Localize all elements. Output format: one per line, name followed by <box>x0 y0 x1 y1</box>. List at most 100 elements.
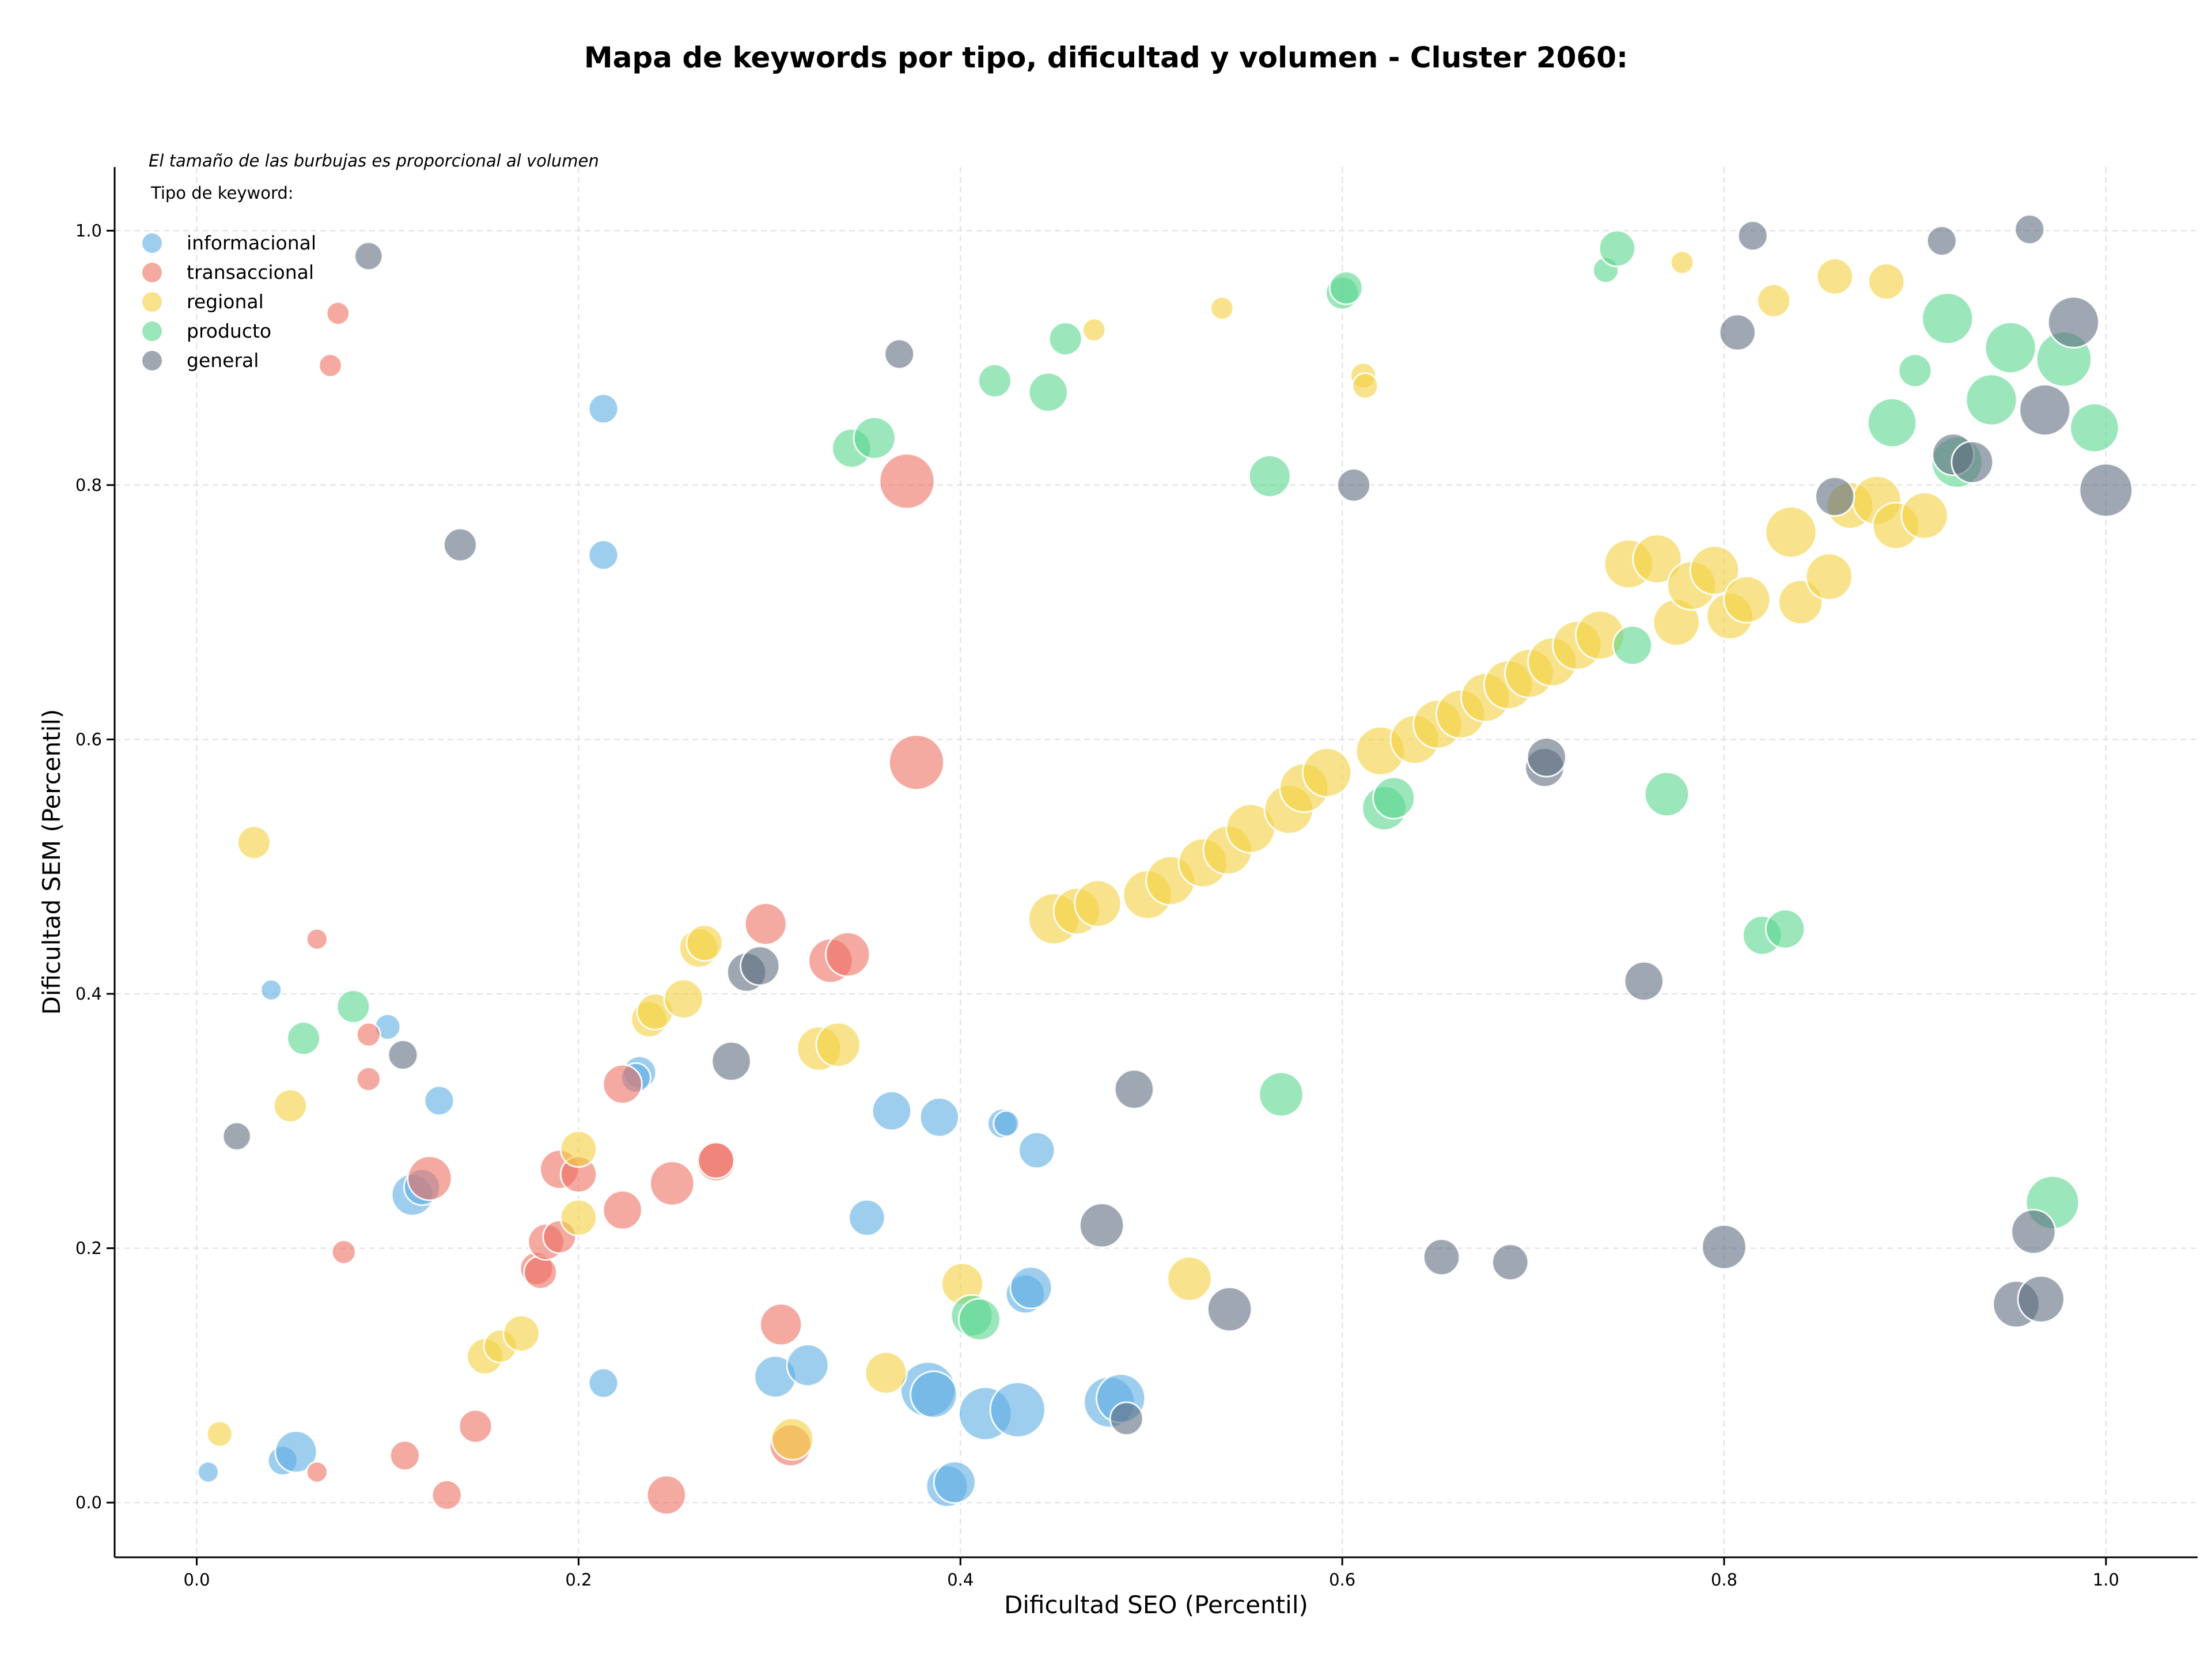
bubble-regional <box>1082 317 1107 342</box>
bubble-producto <box>1921 292 1974 345</box>
bubble-transaccional <box>407 1155 453 1201</box>
bubble-general <box>2047 296 2100 349</box>
bubble-regional <box>1868 263 1906 301</box>
bubble-regional <box>1816 258 1854 296</box>
y-tick-label: 0.4 <box>75 984 102 1004</box>
bubble-general <box>1950 440 1994 484</box>
bubble-transaccional <box>759 1303 803 1346</box>
y-tick-label: 0.0 <box>75 1493 102 1512</box>
bubble-transaccional <box>825 931 871 978</box>
y-tick-label: 0.2 <box>75 1239 102 1258</box>
bubble-regional <box>1074 879 1122 928</box>
bubble-producto <box>1048 321 1083 356</box>
bubble-informacional <box>786 1344 830 1387</box>
bubble-general <box>1718 313 1756 351</box>
bubble-regional <box>272 1088 308 1123</box>
bubble-transaccional <box>602 1064 643 1104</box>
y-tick-label: 1.0 <box>75 221 102 240</box>
bubble-general <box>1491 1243 1529 1281</box>
bubble-regional <box>685 924 724 962</box>
bubble-regional <box>236 825 271 860</box>
bubble-general <box>2017 1275 2065 1323</box>
bubble-informacional <box>423 1085 455 1117</box>
bubble-regional <box>663 978 704 1020</box>
legend-marker-regional <box>142 292 162 312</box>
bubble-general <box>387 1039 419 1070</box>
bubble-transaccional <box>602 1190 643 1231</box>
legend-label-transaccional: transaccional <box>187 261 314 283</box>
bubble-informacional <box>910 1370 958 1419</box>
legend-marker-transaccional <box>142 263 162 282</box>
bubble-transaccional <box>325 301 351 326</box>
bubble-informacional <box>260 978 283 1001</box>
bubble-general <box>1422 1238 1461 1276</box>
bubble-general <box>740 945 781 986</box>
bubble-informacional <box>993 1110 1020 1137</box>
bubble-regional <box>1689 545 1740 596</box>
bubble-producto <box>336 989 371 1024</box>
bubble-informacional <box>919 1096 960 1138</box>
bubble-informacional <box>848 1198 886 1237</box>
bubble-transaccional <box>389 1440 421 1471</box>
bubble-producto <box>1965 373 2018 426</box>
bubble-transaccional <box>305 1461 328 1484</box>
bubble-informacional <box>989 1381 1046 1439</box>
bubble-regional <box>1756 283 1791 318</box>
bubble-producto <box>957 1297 1001 1341</box>
bubble-transaccional <box>305 928 328 951</box>
bubble-transaccional <box>888 734 945 791</box>
bubble-producto <box>1643 771 1690 818</box>
bubble-transaccional <box>878 453 935 510</box>
bubble-producto <box>1612 625 1653 666</box>
x-tick-label: 1.0 <box>2093 1570 2119 1590</box>
bubble-regional <box>206 1420 233 1448</box>
x-tick-label: 0.6 <box>1329 1570 1355 1590</box>
bubble-transaccional <box>355 1066 381 1092</box>
legend-label-producto: producto <box>187 320 271 342</box>
x-tick-label: 0.2 <box>565 1570 592 1590</box>
bubble-informacional <box>588 539 619 571</box>
bubble-regional <box>1723 575 1771 624</box>
y-tick-label: 0.8 <box>75 475 102 495</box>
bubble-informacional <box>933 1461 976 1504</box>
bubble-transaccional <box>649 1160 695 1206</box>
bubble-producto <box>2069 402 2120 453</box>
bubble-transaccional <box>744 902 787 946</box>
bubble-general <box>1623 960 1665 1002</box>
legend-marker-general <box>142 351 162 370</box>
bubble-regional <box>559 1130 598 1168</box>
bubble-general <box>1737 220 1768 252</box>
x-tick-label: 0.8 <box>1711 1570 1737 1590</box>
x-axis-label: Dificultad SEO (Percentil) <box>1004 1591 1308 1619</box>
bubble-producto <box>853 416 896 460</box>
y-axis-ticks: 0.0 0.2 0.4 0.6 0.8 1.0 <box>75 221 115 1512</box>
bubble-producto <box>1248 454 1291 498</box>
bubble-general <box>1815 476 1855 517</box>
bubble-general <box>442 527 478 562</box>
bubble-regional <box>771 1417 815 1461</box>
bubble-informacional <box>196 1461 219 1484</box>
bubble-regional <box>559 1198 598 1237</box>
bubble-producto <box>1598 229 1637 267</box>
bubble-general <box>1113 1069 1155 1110</box>
bubble-general <box>2010 1209 2056 1255</box>
bubble-general <box>2018 384 2071 437</box>
bubble-regional <box>1166 1255 1213 1302</box>
bubble-general <box>711 1041 752 1082</box>
legend-label-informacional: informacional <box>187 232 316 254</box>
bubble-regional <box>1805 553 1854 601</box>
bubble-transaccional <box>523 1255 558 1290</box>
chart-subtitle: El tamaño de las burbujas es proporciona… <box>149 151 599 171</box>
bubble-general <box>1926 225 1957 257</box>
bubble-informacional <box>588 1367 619 1399</box>
y-axis-label: Dificultad SEM (Percentil) <box>37 709 66 1015</box>
x-tick-label: 0.4 <box>947 1570 974 1590</box>
bubble-producto <box>1328 270 1363 305</box>
bubble-general <box>2014 214 2046 245</box>
bubble-general <box>1336 467 1371 502</box>
y-tick-label: 0.6 <box>75 729 102 749</box>
bubble-informacional <box>274 1430 318 1474</box>
bubble-general <box>884 338 915 370</box>
bubble-general <box>354 241 384 271</box>
